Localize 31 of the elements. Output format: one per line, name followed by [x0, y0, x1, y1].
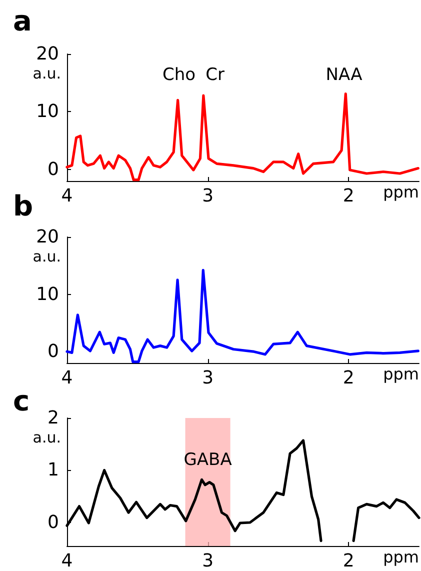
x-tick-label: 3 [202, 550, 214, 571]
y-axis-title: a.u. [32, 64, 61, 82]
x-axis-title: ppm [383, 364, 419, 384]
y-tick-label: 0 [48, 341, 59, 362]
y-tick-label: 10 [36, 101, 59, 122]
x-tick-label: 3 [202, 368, 214, 388]
x-tick-label: 4 [61, 186, 73, 206]
x-axis-title: ppm [383, 548, 419, 566]
y-tick-label: 0 [48, 512, 59, 533]
x-tick-label: 3 [202, 186, 214, 206]
x-axis-title: ppm [383, 182, 419, 202]
y-tick-label: 2 [48, 408, 59, 428]
y-tick-label: 20 [36, 226, 59, 248]
chart-title: a [13, 4, 32, 38]
y-axis-title: a.u. [32, 428, 61, 446]
annotation: NAA [326, 65, 363, 85]
y-tick-label: 20 [36, 44, 59, 64]
y-tick-label: 1 [48, 460, 59, 481]
annotation: Cho [162, 65, 196, 85]
x-tick-label: 4 [61, 368, 73, 388]
y-tick-label: 10 [36, 284, 59, 305]
annotation: Cr [206, 65, 224, 85]
y-axis-title: a.u. [32, 248, 61, 266]
x-tick-label: 2 [342, 368, 354, 388]
band-label: GABA [184, 450, 232, 470]
chart-title: c [13, 384, 30, 418]
x-tick-label: 2 [342, 550, 354, 571]
x-tick-label: 4 [61, 550, 73, 571]
chart-title: b [13, 190, 34, 222]
x-tick-label: 2 [342, 186, 354, 206]
y-tick-label: 0 [48, 158, 59, 180]
